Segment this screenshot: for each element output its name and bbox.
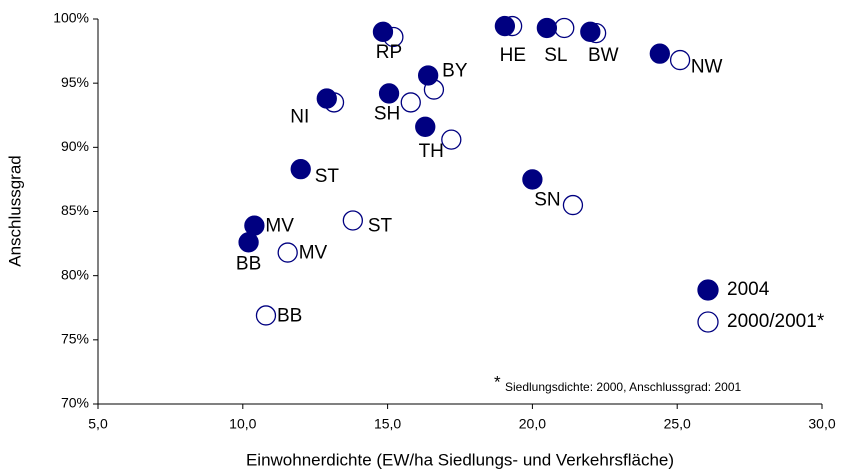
point <box>255 305 277 326</box>
legend-label: 2004 <box>727 279 770 300</box>
point-label: TH <box>419 141 444 162</box>
y-tick-label: 90% <box>61 138 89 154</box>
y-tick-label: 80% <box>61 266 89 282</box>
point-label: ST <box>315 166 340 187</box>
x-tick-label: 20,0 <box>519 416 546 432</box>
x-axis-label: Einwohnerdichte (EW/ha Siedlungs- und Ve… <box>246 450 674 469</box>
footnote-mark: * <box>494 372 501 391</box>
point <box>290 158 311 180</box>
point-label: SL <box>544 45 567 66</box>
y-tick-label: 100% <box>53 10 89 26</box>
legend-marker <box>697 311 719 333</box>
point <box>238 232 259 253</box>
point-label: BY <box>442 60 468 81</box>
point <box>649 43 670 64</box>
point <box>536 17 558 39</box>
point <box>669 49 691 71</box>
point <box>316 88 337 109</box>
point <box>494 15 516 37</box>
footnote: Siedlungsdichte: 2000, Anschlussgrad: 20… <box>505 380 741 394</box>
y-tick-label: 75% <box>61 331 89 347</box>
point-label: MV <box>265 216 294 237</box>
y-axis-label: Anschlussgrad <box>5 155 24 267</box>
y-tick-label: 70% <box>61 395 89 411</box>
x-tick-label: 15,0 <box>374 416 401 432</box>
point <box>562 194 584 216</box>
x-tick-label: 30,0 <box>808 416 835 432</box>
point <box>580 21 601 42</box>
y-tick-label: 85% <box>61 202 89 218</box>
point <box>342 210 363 231</box>
point-label: BB <box>277 305 302 326</box>
point-label: SN <box>534 189 560 210</box>
legend-marker <box>697 279 719 301</box>
point-label: MV <box>299 243 328 264</box>
point <box>554 17 575 39</box>
x-tick-label: 10,0 <box>229 416 256 432</box>
y-tick-label: 95% <box>61 74 89 90</box>
point-label: NW <box>691 57 723 78</box>
point-label: BW <box>588 45 619 66</box>
point-label: ST <box>368 215 393 236</box>
point-label: BB <box>236 253 261 274</box>
point <box>415 116 436 137</box>
point-label: RP <box>376 42 402 63</box>
point <box>378 83 400 104</box>
point <box>441 129 462 150</box>
point <box>277 242 298 263</box>
point <box>372 21 394 42</box>
point <box>417 65 439 86</box>
legend-label: 2000/2001* <box>727 311 825 332</box>
point-label: HE <box>500 45 526 66</box>
point <box>522 169 543 190</box>
point <box>400 92 421 113</box>
point-label: SH <box>374 103 400 124</box>
point-label: NI <box>290 107 309 128</box>
x-tick-label: 5,0 <box>88 416 108 432</box>
x-tick-label: 25,0 <box>664 416 691 432</box>
